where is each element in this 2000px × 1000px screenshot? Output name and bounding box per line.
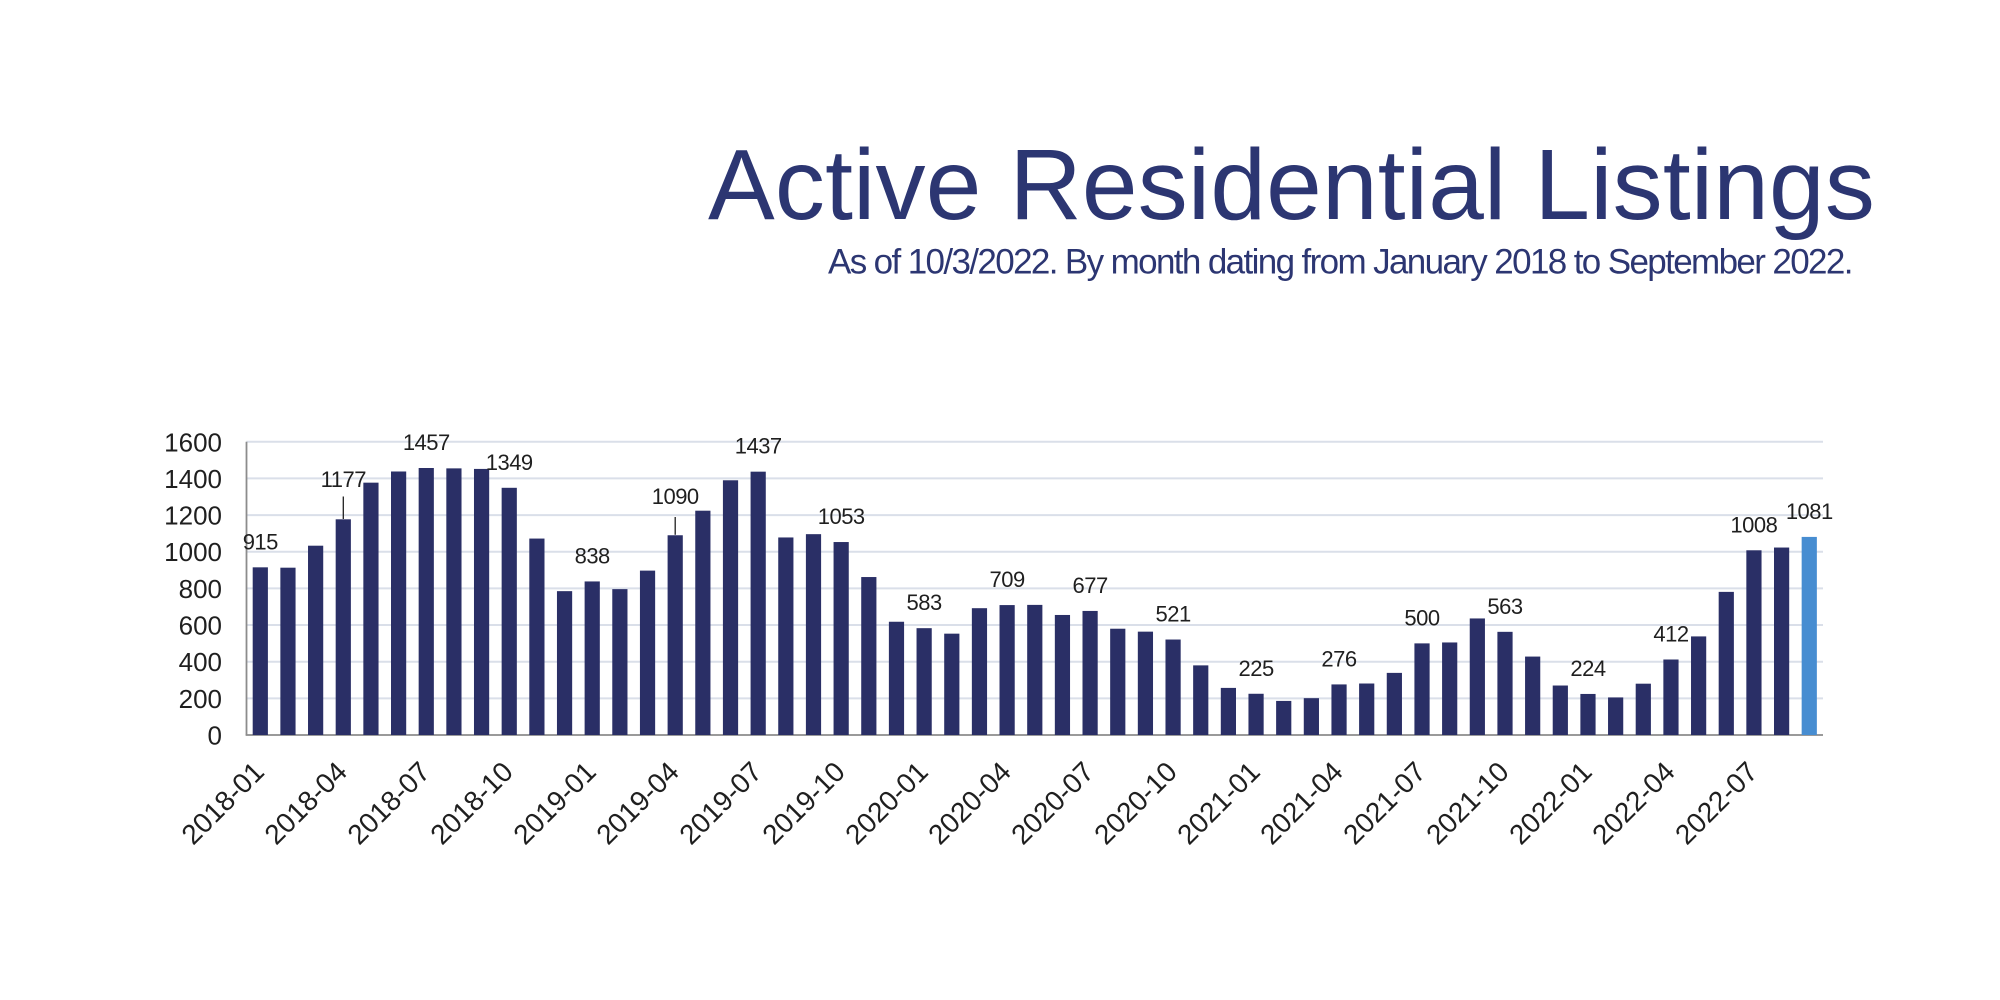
svg-text:1081: 1081 xyxy=(1786,499,1833,524)
svg-text:583: 583 xyxy=(906,590,941,615)
svg-text:915: 915 xyxy=(243,529,278,554)
svg-text:838: 838 xyxy=(575,543,610,568)
svg-text:1000: 1000 xyxy=(164,537,222,567)
svg-text:As of 10/3/2022. By month dati: As of 10/3/2022. By month dating from Ja… xyxy=(828,243,1852,282)
svg-text:1200: 1200 xyxy=(164,501,222,531)
svg-text:225: 225 xyxy=(1238,656,1273,681)
svg-text:1437: 1437 xyxy=(735,434,782,459)
svg-text:1400: 1400 xyxy=(164,464,222,494)
svg-text:521: 521 xyxy=(1155,602,1190,627)
svg-text:0: 0 xyxy=(208,721,222,751)
svg-text:224: 224 xyxy=(1570,656,1605,681)
svg-text:1600: 1600 xyxy=(164,427,222,457)
svg-text:412: 412 xyxy=(1653,622,1688,647)
svg-text:200: 200 xyxy=(179,684,222,714)
svg-text:1457: 1457 xyxy=(403,430,450,455)
svg-text:276: 276 xyxy=(1321,646,1356,671)
svg-text:Active Residential Listings: Active Residential Listings xyxy=(708,129,1875,241)
svg-text:1008: 1008 xyxy=(1730,512,1777,537)
svg-text:563: 563 xyxy=(1487,594,1522,619)
svg-text:400: 400 xyxy=(179,647,222,677)
svg-text:709: 709 xyxy=(989,567,1024,592)
svg-text:500: 500 xyxy=(1404,605,1439,630)
svg-text:1090: 1090 xyxy=(652,484,699,509)
svg-text:677: 677 xyxy=(1072,573,1107,598)
svg-text:1053: 1053 xyxy=(818,504,865,529)
svg-text:1177: 1177 xyxy=(321,467,367,492)
svg-text:800: 800 xyxy=(179,574,222,604)
svg-text:1349: 1349 xyxy=(486,450,533,475)
svg-text:600: 600 xyxy=(179,611,222,641)
